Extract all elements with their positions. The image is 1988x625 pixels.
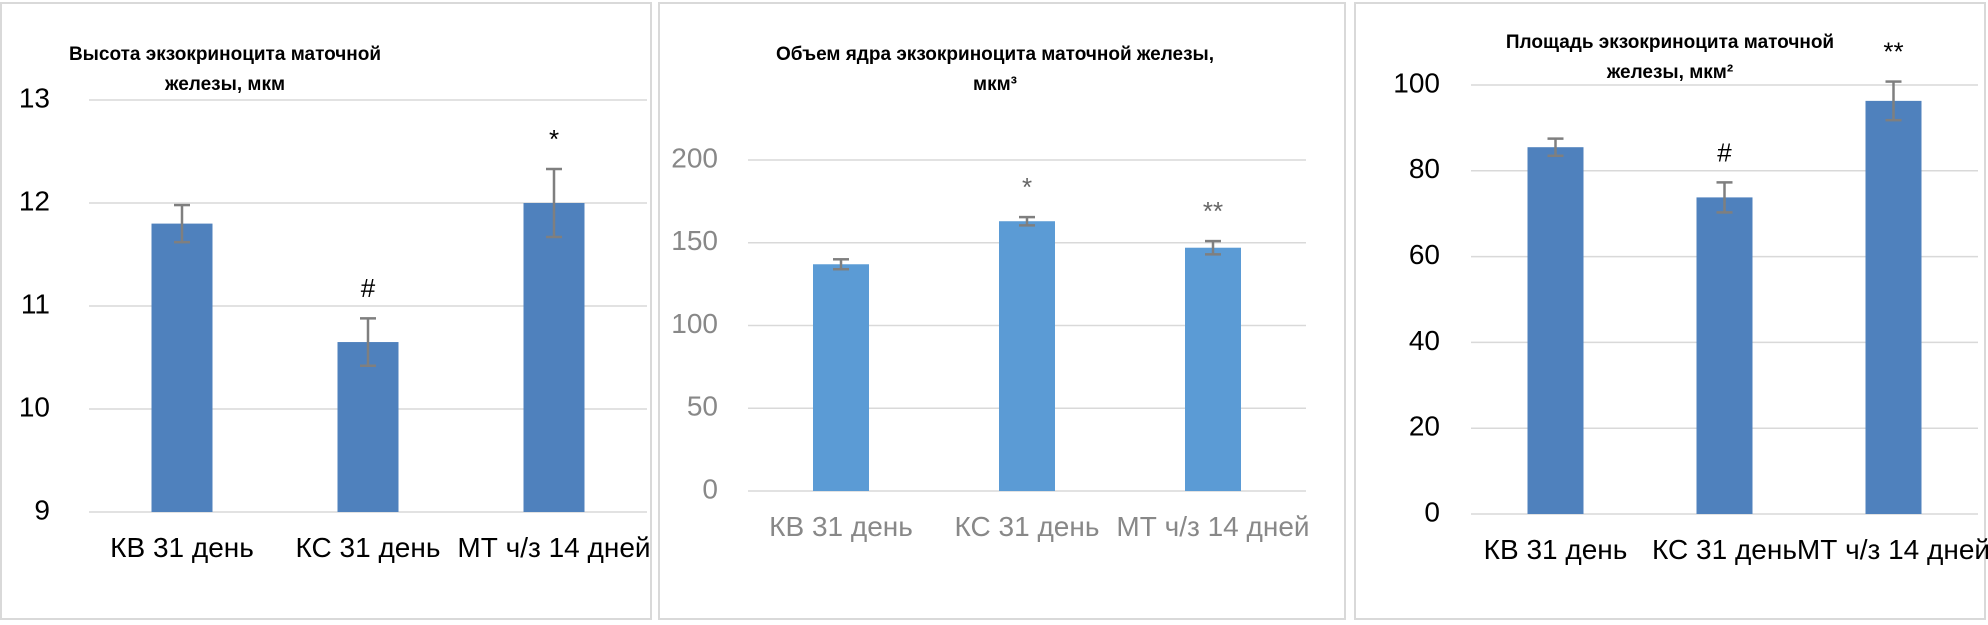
chart-panel (0, 2, 652, 620)
chart-title: Высота экзокриноцита маточной железы, мк… (68, 44, 382, 95)
chart-panel (1354, 2, 1986, 620)
x-tick-label: КВ 31 день (769, 511, 913, 542)
y-tick-label: 60 (1409, 239, 1440, 270)
y-tick-label: 20 (1409, 411, 1440, 442)
x-tick-label: КВ 31 день (1483, 534, 1628, 565)
bar (523, 203, 585, 512)
x-tick-label: КВ 31 день (110, 532, 254, 563)
chart-title: Площадь экзокриноцита маточной железы, м… (1505, 32, 1835, 83)
y-tick-label: 100 (671, 308, 718, 339)
bar (151, 223, 213, 512)
y-tick-label: 0 (702, 473, 718, 504)
y-tick-label: 13 (19, 82, 50, 113)
bar (1185, 247, 1241, 491)
annotation: * (1022, 172, 1032, 202)
y-tick-label: 200 (671, 142, 718, 173)
x-tick-label: МТ ч/з 14 дней (457, 532, 651, 563)
bar (337, 342, 399, 512)
x-tick-label: КС 31 день (954, 511, 1100, 542)
y-tick-label: 0 (1424, 496, 1440, 527)
x-tick-label: КС 31 день (1652, 534, 1797, 565)
bar (1527, 147, 1584, 514)
y-tick-label: 9 (34, 494, 50, 525)
bar (813, 264, 869, 491)
x-tick-label: МТ ч/з 14 дней (1796, 534, 1988, 565)
annotation: # (361, 273, 376, 303)
chart-panel (658, 2, 1346, 620)
chart-title: Объем ядра экзокриноцита маточной железы… (775, 44, 1215, 95)
bar (999, 221, 1055, 492)
annotation: * (549, 124, 559, 154)
x-tick-label: МТ ч/з 14 дней (1116, 511, 1310, 542)
y-tick-label: 11 (21, 288, 50, 319)
y-tick-label: 40 (1409, 325, 1440, 356)
y-tick-label: 80 (1409, 153, 1440, 184)
annotation: # (1717, 137, 1732, 167)
annotation: ** (1203, 196, 1223, 226)
x-tick-label: КС 31 день (295, 532, 441, 563)
annotation: ** (1883, 36, 1903, 66)
y-tick-label: 50 (687, 391, 718, 422)
bar (1696, 197, 1753, 514)
bar (1865, 100, 1922, 515)
y-tick-label: 150 (671, 225, 718, 256)
y-tick-label: 10 (19, 391, 50, 422)
y-tick-label: 12 (19, 185, 50, 216)
y-tick-label: 100 (1393, 67, 1440, 98)
